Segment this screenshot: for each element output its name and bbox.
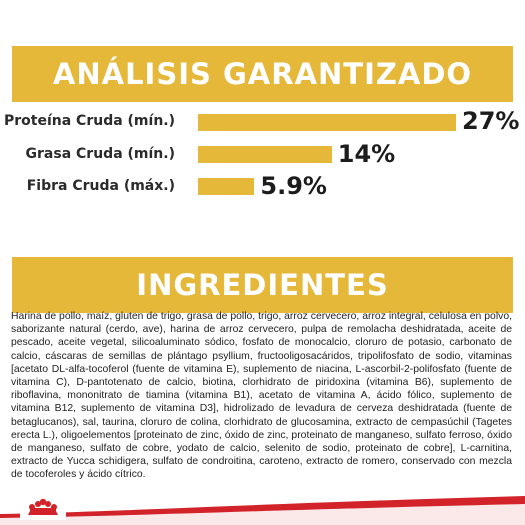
nutrient-bar: [198, 178, 255, 195]
analysis-banner: ANÁLISIS GARANTIZADO: [12, 46, 513, 102]
nutrient-label: Fibra Cruda (máx.): [26, 178, 175, 194]
ingredients-text: Harina de pollo, maíz, gluten de trigo, …: [11, 311, 512, 481]
ingredients-banner: INGREDIENTES: [12, 257, 513, 313]
nutrient-value: 14%: [337, 140, 396, 168]
nutrient-bar: [198, 114, 456, 131]
royal-crown-logo-icon: [20, 498, 66, 520]
ingredients-title: INGREDIENTES: [136, 268, 389, 302]
nutrient-bar: [198, 146, 332, 163]
nutrient-value: 5.9%: [260, 172, 327, 200]
footer-white-curve: [0, 504, 525, 525]
nutrient-label: Proteína Cruda (mín.): [3, 113, 175, 129]
nutrient-label: Grasa Cruda (mín.): [25, 146, 175, 162]
nutrient-value: 27%: [462, 107, 520, 135]
analysis-title: ANÁLISIS GARANTIZADO: [52, 57, 473, 91]
footer-band: [0, 496, 525, 525]
